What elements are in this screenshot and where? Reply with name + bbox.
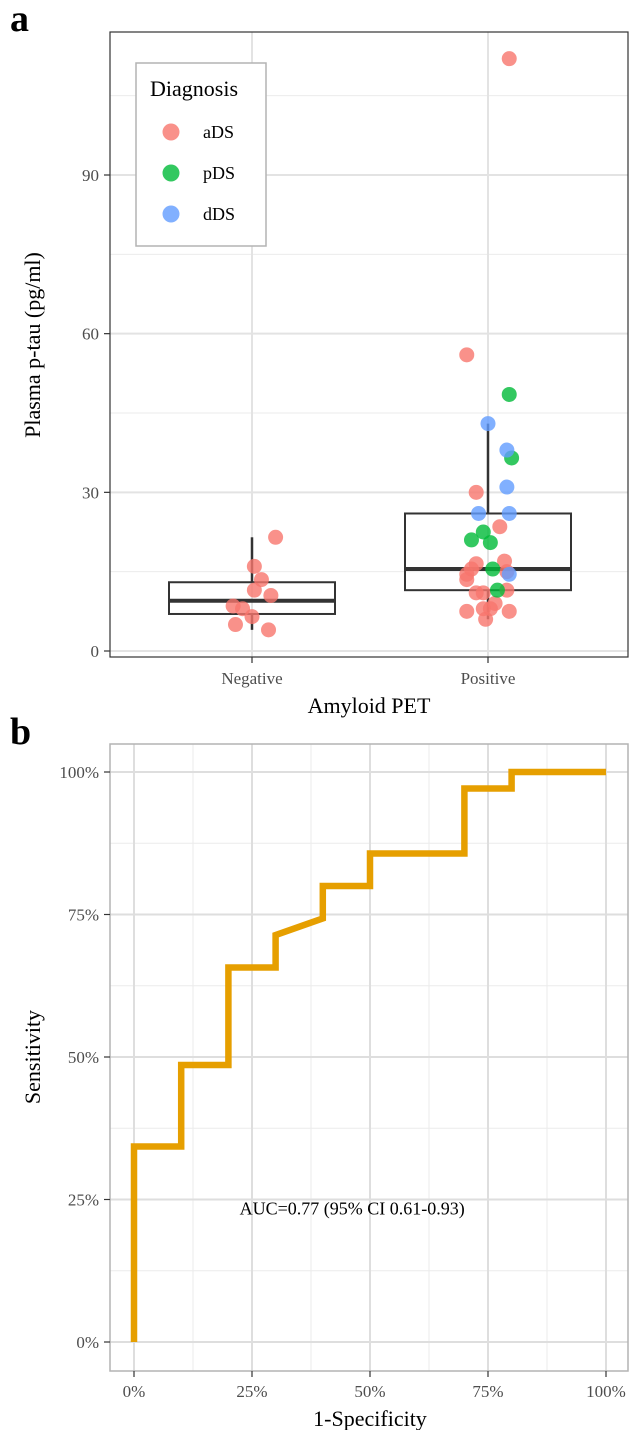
panel-a-points [225, 51, 520, 638]
legend-label-aDS: aDS [203, 122, 234, 142]
auc-annotation: AUC=0.77 (95% CI 0.61-0.93) [240, 1199, 465, 1220]
x-tick-label: 0% [123, 1382, 146, 1401]
panel-a-y-axis: 0 30 60 90 [82, 166, 110, 661]
panel-a-y-axis-title: Plasma p-tau (pg/ml) [20, 252, 45, 438]
panel-b-y-axis: 0% 25% 50% 75% 100% [59, 763, 110, 1352]
data-point-pDS [489, 582, 505, 598]
x-tick-label: 75% [472, 1382, 503, 1401]
x-tick-label: 100% [586, 1382, 626, 1401]
data-point-dDS [480, 416, 496, 432]
legend-swatch-pDS [162, 164, 180, 182]
panel-a-boxplot: 0 30 60 90 Negative Positive Amyloid PET Pla… [20, 31, 629, 718]
x-tick-label: Positive [461, 669, 516, 688]
panel-b-x-axis: 0% 25% 50% 75% 100% [123, 1371, 626, 1401]
panel-b-y-axis-title: Sensitivity [20, 1010, 45, 1104]
panel-b-roc-curve: 0% 25% 50% 75% 100% 0% 25% 50% 75% 100% AUC=0.77… [20, 743, 629, 1430]
data-point-aDS [246, 558, 262, 574]
panel-letter-a: a [10, 0, 29, 40]
data-point-aDS [459, 347, 475, 363]
data-point-dDS [499, 479, 515, 495]
data-point-aDS [253, 572, 269, 588]
data-point-aDS [478, 611, 494, 627]
y-tick-label: 60 [82, 325, 99, 344]
y-tick-label: 0 [91, 642, 100, 661]
roc-curve-line [130, 768, 606, 1342]
data-point-aDS [459, 603, 475, 619]
y-tick-label: 50% [68, 1048, 99, 1067]
y-tick-label: 0% [76, 1333, 99, 1352]
legend-swatch-aDS [162, 123, 180, 141]
data-point-pDS [485, 561, 501, 577]
data-point-aDS [475, 585, 491, 601]
legend-swatch-dDS [162, 205, 180, 223]
data-point-aDS [501, 51, 517, 67]
legend-label-pDS: pDS [203, 163, 235, 183]
legend: Diagnosis aDS pDS dDS [135, 62, 267, 247]
y-tick-label: 30 [82, 483, 99, 502]
data-point-pDS [501, 386, 517, 402]
data-point-aDS [227, 617, 243, 633]
panel-a-x-axis-title: Amyloid PET [308, 693, 431, 718]
data-point-aDS [468, 484, 484, 500]
y-tick-label: 25% [68, 1191, 99, 1210]
data-point-dDS [471, 505, 487, 521]
x-tick-label: 50% [354, 1382, 385, 1401]
x-tick-label: 25% [236, 1382, 267, 1401]
legend-title: Diagnosis [150, 76, 238, 101]
data-point-dDS [501, 505, 517, 521]
panel-a-x-axis: Negative Positive [221, 657, 515, 688]
y-tick-label: 100% [59, 763, 99, 782]
data-point-aDS [268, 529, 284, 545]
data-point-dDS [499, 442, 515, 458]
data-point-aDS [246, 582, 262, 598]
data-point-aDS [244, 609, 260, 625]
legend-entries: aDS pDS dDS [162, 122, 235, 224]
box-iqr-rect [404, 512, 572, 592]
x-tick-label: Negative [221, 669, 282, 688]
data-point-dDS [501, 566, 517, 582]
data-point-aDS [459, 572, 475, 588]
legend-box [135, 62, 267, 247]
data-point-aDS [501, 603, 517, 619]
y-tick-label: 90 [82, 166, 99, 185]
data-point-pDS [463, 532, 479, 548]
legend-label-dDS: dDS [203, 204, 235, 224]
data-point-aDS [261, 622, 277, 638]
data-point-pDS [482, 535, 498, 551]
data-point-aDS [492, 519, 508, 535]
panel-letter-b: b [10, 711, 31, 753]
panel-b-x-axis-title: 1-Specificity [313, 1406, 427, 1430]
y-tick-label: 75% [68, 906, 99, 925]
panel-a-plot-border [109, 31, 629, 658]
data-point-pDS [475, 524, 491, 540]
data-point-aDS [263, 587, 279, 603]
